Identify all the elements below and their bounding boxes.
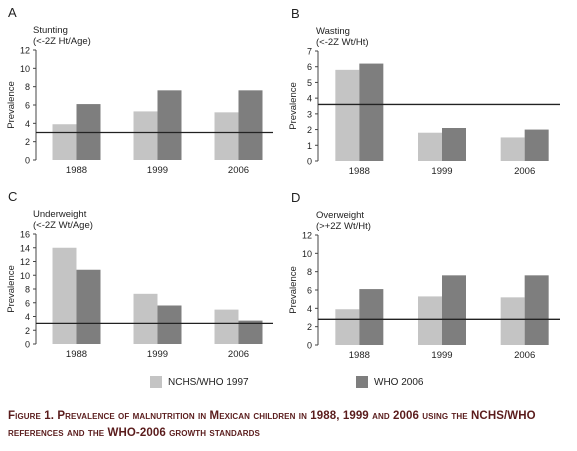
- bar-nchs-1999: [133, 111, 158, 160]
- y-tick-label: 14: [20, 243, 30, 253]
- y-tick-label: 12: [20, 257, 30, 267]
- panel-letter: A: [8, 5, 17, 20]
- bar-who-1999: [157, 305, 182, 344]
- bar-nchs-1988: [335, 309, 360, 345]
- x-tick-label: 1999: [147, 165, 168, 176]
- y-tick-label: 8: [25, 82, 30, 92]
- legend-swatch-nchs: [150, 376, 162, 388]
- bar-who-1988: [76, 269, 101, 344]
- x-tick-label: 1988: [66, 165, 87, 176]
- x-tick-label: 2006: [514, 166, 535, 177]
- panel-subtitle: (>+2Z Wt/Ht): [316, 221, 371, 232]
- y-tick-label: 7: [307, 47, 312, 57]
- bar-nchs-1999: [418, 132, 442, 161]
- bar-nchs-2006: [214, 112, 239, 160]
- y-tick-label: 0: [307, 341, 312, 351]
- y-tick-label: 8: [307, 267, 312, 277]
- bar-nchs-1999: [418, 296, 442, 345]
- y-tick-label: 4: [307, 304, 312, 314]
- y-tick-label: 2: [25, 137, 30, 147]
- panel-title: Underweight: [33, 209, 87, 220]
- y-tick-label: 3: [307, 109, 312, 119]
- bar-nchs-1988: [52, 124, 77, 160]
- y-tick-label: 6: [307, 286, 312, 296]
- legend-swatch-who: [356, 376, 368, 388]
- y-tick-label: 6: [307, 62, 312, 72]
- y-tick-label: 2: [25, 326, 30, 336]
- bar-who-1999: [442, 275, 466, 345]
- panel-d: D Overweight(>+2Z Wt/Ht) 0 2 4 6 8 10 12 Prevalen…: [288, 190, 560, 361]
- y-axis-label: Prevalence: [288, 266, 299, 314]
- x-tick-label: 2006: [514, 350, 535, 361]
- bar-nchs-2006: [500, 137, 525, 161]
- x-tick-label: 1988: [66, 349, 87, 360]
- y-tick-label: 5: [307, 78, 312, 88]
- panel-title: Overweight: [316, 210, 364, 221]
- y-tick-label: 6: [25, 101, 30, 111]
- panel-letter: C: [8, 189, 17, 204]
- y-tick-label: 4: [25, 312, 30, 322]
- x-tick-label: 1988: [349, 166, 370, 177]
- y-tick-label: 8: [25, 285, 30, 295]
- panel-title: Wasting: [316, 26, 350, 37]
- y-tick-label: 12: [302, 231, 312, 241]
- panel-subtitle: (<-2Z Wt/Ht): [316, 37, 369, 48]
- y-tick-label: 4: [25, 119, 30, 129]
- panel-subtitle: (<-2Z Ht/Age): [33, 36, 91, 47]
- x-tick-label: 2006: [228, 165, 249, 176]
- legend-who: WHO 2006: [356, 374, 423, 390]
- bar-nchs-1988: [335, 69, 360, 161]
- y-tick-label: 12: [20, 46, 30, 56]
- x-tick-label: 1999: [431, 350, 452, 361]
- bar-who-2006: [524, 275, 549, 345]
- x-tick-label: 1999: [431, 166, 452, 177]
- y-tick-label: 6: [25, 298, 30, 308]
- y-axis-label: Prevalence: [6, 81, 17, 129]
- y-tick-label: 0: [25, 340, 30, 350]
- y-tick-label: 2: [307, 125, 312, 135]
- bar-who-2006: [238, 90, 263, 160]
- y-tick-label: 16: [20, 230, 30, 240]
- y-tick-label: 0: [307, 157, 312, 167]
- bar-who-2006: [524, 129, 549, 161]
- y-tick-label: 1: [307, 141, 312, 151]
- legend-nchs: NCHS/WHO 1997: [150, 374, 249, 390]
- bar-nchs-1988: [52, 247, 77, 344]
- bar-who-1999: [157, 90, 182, 160]
- panel-c: C Underweight(<-2Z Wt/Age) 0 2 4 6 8 10 12 14 16 Pr…: [6, 189, 273, 360]
- bar-who-1988: [359, 63, 384, 162]
- y-axis-label: Prevalence: [6, 265, 17, 313]
- panel-b: B Wasting(<-2Z Wt/Ht) 0 1 2 3 4 5 6 7 Prevalence 19…: [288, 6, 560, 177]
- x-tick-label: 1999: [147, 349, 168, 360]
- bar-nchs-1999: [133, 293, 158, 344]
- panel-letter: D: [291, 190, 300, 205]
- y-tick-label: 10: [302, 249, 312, 259]
- bar-who-2006: [238, 320, 263, 344]
- y-tick-label: 0: [25, 156, 30, 166]
- panel-subtitle: (<-2Z Wt/Age): [33, 220, 93, 231]
- y-tick-label: 2: [307, 322, 312, 332]
- bar-who-1988: [359, 289, 384, 345]
- y-tick-label: 10: [20, 64, 30, 74]
- y-tick-label: 10: [20, 271, 30, 281]
- figure-caption: Figure 1. Prevalence of malnutrition in …: [8, 410, 536, 439]
- x-tick-label: 2006: [228, 349, 249, 360]
- bar-nchs-2006: [500, 297, 525, 345]
- bar-who-1999: [442, 128, 466, 161]
- y-tick-label: 4: [307, 94, 312, 104]
- panel-letter: B: [291, 6, 300, 21]
- legend-label-nchs: NCHS/WHO 1997: [168, 376, 249, 388]
- panel-a: A Stunting(<-2Z Ht/Age) 0 2 4 6 8 10 12 Prevalenc…: [6, 5, 273, 176]
- legend-label-who: WHO 2006: [374, 376, 424, 388]
- panel-title: Stunting: [33, 25, 68, 36]
- x-tick-label: 1988: [349, 350, 370, 361]
- y-axis-label: Prevalence: [288, 82, 299, 130]
- bar-nchs-2006: [214, 309, 239, 344]
